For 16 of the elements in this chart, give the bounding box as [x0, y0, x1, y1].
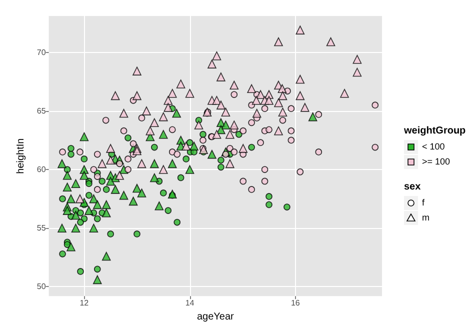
text: sex — [404, 182, 422, 192]
x-tick-label: 12 — [80, 298, 90, 308]
legend-title: weightGroup — [403, 126, 466, 136]
y-tick-label: 65 — [36, 106, 46, 116]
x-tick-label: 16 — [290, 298, 300, 308]
y-tick-label: 55 — [36, 224, 46, 233]
x-axis-title: ageYear — [196, 312, 235, 322]
legend-label: < 100 — [422, 142, 445, 152]
y-tick-label: 50 — [36, 282, 46, 292]
legend-label: >= 100 — [422, 156, 450, 166]
y-axis-title: heightIn — [16, 138, 26, 174]
text: f — [422, 198, 425, 208]
text: m — [422, 212, 430, 222]
x-tick-label: 14 — [185, 298, 195, 308]
y-tick-label: 60 — [36, 165, 46, 174]
y-tick-label: 70 — [36, 48, 46, 57]
